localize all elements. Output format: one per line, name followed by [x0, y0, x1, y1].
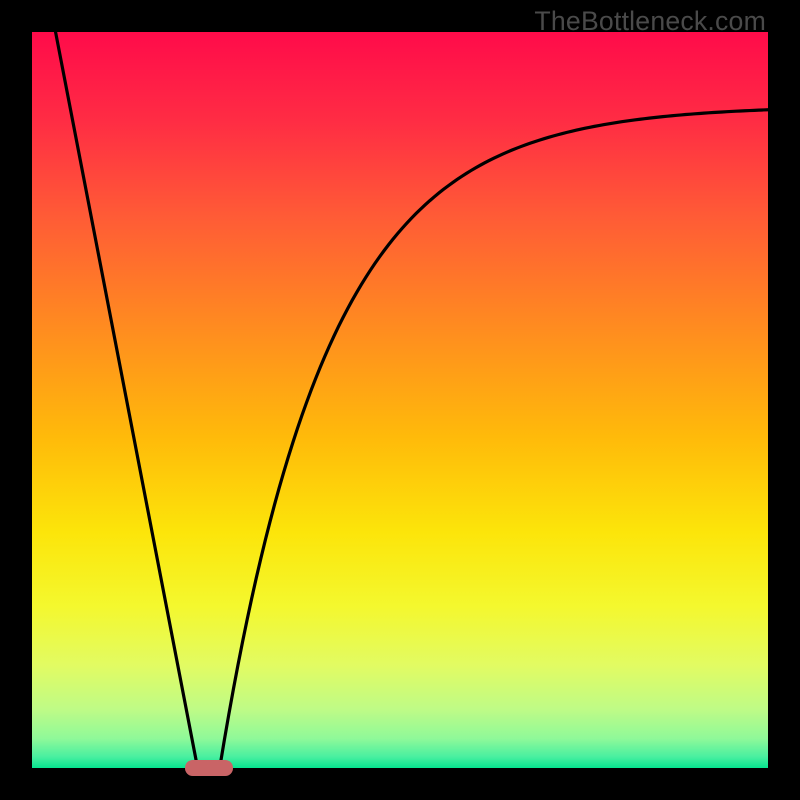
bottleneck-curve	[56, 32, 768, 768]
minimum-marker	[185, 760, 233, 775]
plot-area	[32, 32, 768, 768]
curve-overlay	[32, 32, 768, 768]
chart-root: TheBottleneck.com	[0, 0, 800, 800]
